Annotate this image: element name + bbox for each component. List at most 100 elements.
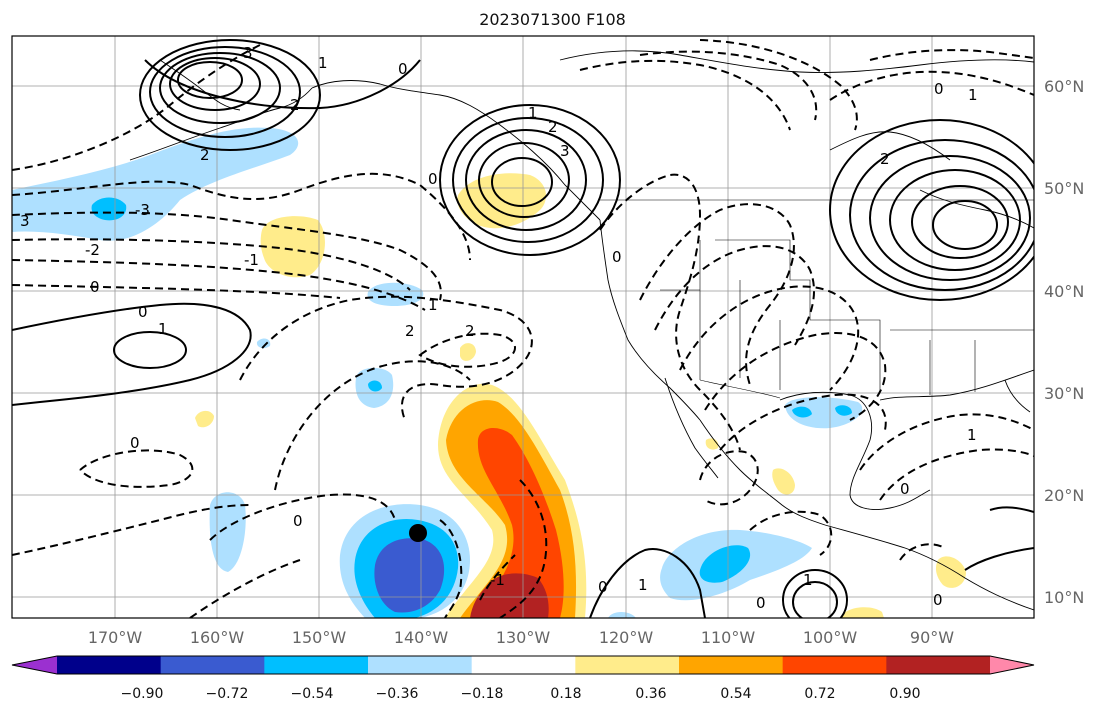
contour-label: 1: [318, 54, 328, 72]
negative-patch-south2: [608, 612, 636, 618]
contour-label: -1: [490, 571, 505, 589]
contour-label: 0: [900, 480, 910, 498]
positive-plume-red: [472, 428, 564, 618]
negative-patch-gulf-core2: [835, 405, 852, 416]
lon-label: 110°W: [701, 628, 756, 647]
contour-label: 1: [528, 104, 538, 122]
negative-blob-inner: [374, 538, 445, 613]
contour-label: 0: [428, 170, 438, 188]
contour-label: 0: [138, 303, 148, 321]
coastlines: [129, 50, 1034, 611]
storm-center-marker: [409, 524, 427, 542]
colorbar-tick-label: 0.36: [635, 686, 666, 702]
colorbar-tick-label: 0.54: [720, 686, 751, 702]
contour-label: 1: [967, 426, 977, 444]
contour-label: 1: [968, 86, 978, 104]
lon-label: 90°W: [910, 628, 954, 647]
contour-label: 0: [90, 278, 100, 296]
positive-patch-small1: [195, 410, 214, 428]
lon-label: 130°W: [496, 628, 551, 647]
colorbar-extend-high: [990, 656, 1034, 674]
colorbar-tick-label: −0.72: [206, 686, 249, 702]
lat-label: 20°N: [1044, 486, 1084, 505]
lon-label: 120°W: [599, 628, 654, 647]
contour-label: 2: [548, 118, 558, 136]
colorbar-tick-label: −0.90: [121, 686, 164, 702]
negative-patch-sub2-core: [368, 380, 382, 392]
contour-label: 1: [428, 296, 438, 314]
contour-label: 1: [638, 576, 648, 594]
colorbar-segment: [575, 656, 680, 674]
contour-label: 2: [200, 146, 210, 164]
positive-patch-west: [260, 216, 325, 278]
colorbar-segment: [679, 656, 784, 674]
lat-label: 30°N: [1044, 384, 1084, 403]
negative-patch-gulf: [785, 397, 863, 429]
colorbar-tick-label: −0.18: [461, 686, 504, 702]
negative-patch-mexico-pac-core: [699, 545, 751, 583]
contour-label: 0: [612, 248, 622, 266]
colorbar: [11, 655, 1035, 675]
contour-label: 2: [405, 322, 415, 340]
positive-patch-small2: [460, 343, 476, 361]
positive-patch-south: [840, 607, 884, 618]
contour-label: 0: [756, 594, 766, 612]
positive-patch-central-am: [935, 556, 966, 588]
colorbar-extend-low: [12, 656, 57, 674]
colorbar-segment: [57, 656, 162, 674]
colorbar-tick-label: −0.54: [291, 686, 334, 702]
lon-label: 140°W: [394, 628, 449, 647]
negative-patch-hawaii: [209, 492, 246, 572]
contour-label: 1: [158, 320, 168, 338]
map-title: 2023071300 F108: [479, 10, 626, 29]
contour-label: 2: [880, 150, 890, 168]
contour-label: 0: [933, 591, 943, 609]
lon-label: 170°W: [88, 628, 143, 647]
lon-label: 160°W: [190, 628, 245, 647]
lat-label: 40°N: [1044, 282, 1084, 301]
gridlines: [12, 36, 1034, 618]
contour-label: 3: [243, 44, 253, 62]
solid-contours: [12, 39, 1034, 618]
colorbar-segment: [160, 656, 265, 674]
latitude-labels: 60°N 50°N 40°N 30°N 20°N 10°N: [1044, 77, 1084, 607]
contour-label: 0: [598, 578, 608, 596]
map-border: [11, 35, 1035, 619]
borders: [600, 199, 1034, 399]
colorbar-tick-label: −0.36: [376, 686, 419, 702]
dashed-contours: [12, 39, 1034, 618]
contour-label: -3: [135, 201, 150, 219]
colorbar-segment: [368, 656, 473, 674]
contour-label: 1: [803, 571, 813, 589]
contour-label: 0: [934, 80, 944, 98]
positive-patch-mexico: [772, 468, 795, 495]
colorbar-outline: [11, 655, 1035, 675]
colorbar-tick-label: 0.18: [550, 686, 581, 702]
lat-label: 10°N: [1044, 588, 1084, 607]
contour-label: 2: [465, 322, 475, 340]
contour-label: 0: [398, 60, 408, 78]
negative-band-north-core: [91, 197, 127, 221]
colorbar-labels: −0.90 −0.72 −0.54 −0.36 −0.18 0.18 0.36 …: [121, 686, 921, 702]
colorbar-tick-label: 0.90: [889, 686, 920, 702]
colorbar-segment: [471, 656, 576, 674]
lat-label: 50°N: [1044, 179, 1084, 198]
contour-label: 2: [290, 96, 300, 114]
contour-label: 3: [560, 142, 570, 160]
negative-patch-gulf-core: [792, 406, 812, 418]
colorbar-segment: [264, 656, 369, 674]
contour-labels: 3 2 1 0 1 2 3 0 2 3 0 1 2 -1 -2 -3 0 1 0…: [20, 44, 978, 612]
contour-label: 0: [130, 434, 140, 452]
shading-layer: [12, 127, 966, 618]
contour-label: 3: [20, 212, 30, 230]
contour-label: -2: [85, 241, 100, 259]
colorbar-tick-label: 0.72: [804, 686, 835, 702]
lon-label: 100°W: [803, 628, 858, 647]
lon-label: 150°W: [292, 628, 347, 647]
colorbar-segment: [886, 656, 991, 674]
longitude-labels: 170°W 160°W 150°W 140°W 130°W 120°W 110°…: [88, 628, 954, 647]
contour-label: 0: [293, 512, 303, 530]
lat-label: 60°N: [1044, 77, 1084, 96]
negative-patch-tiny: [256, 338, 271, 349]
